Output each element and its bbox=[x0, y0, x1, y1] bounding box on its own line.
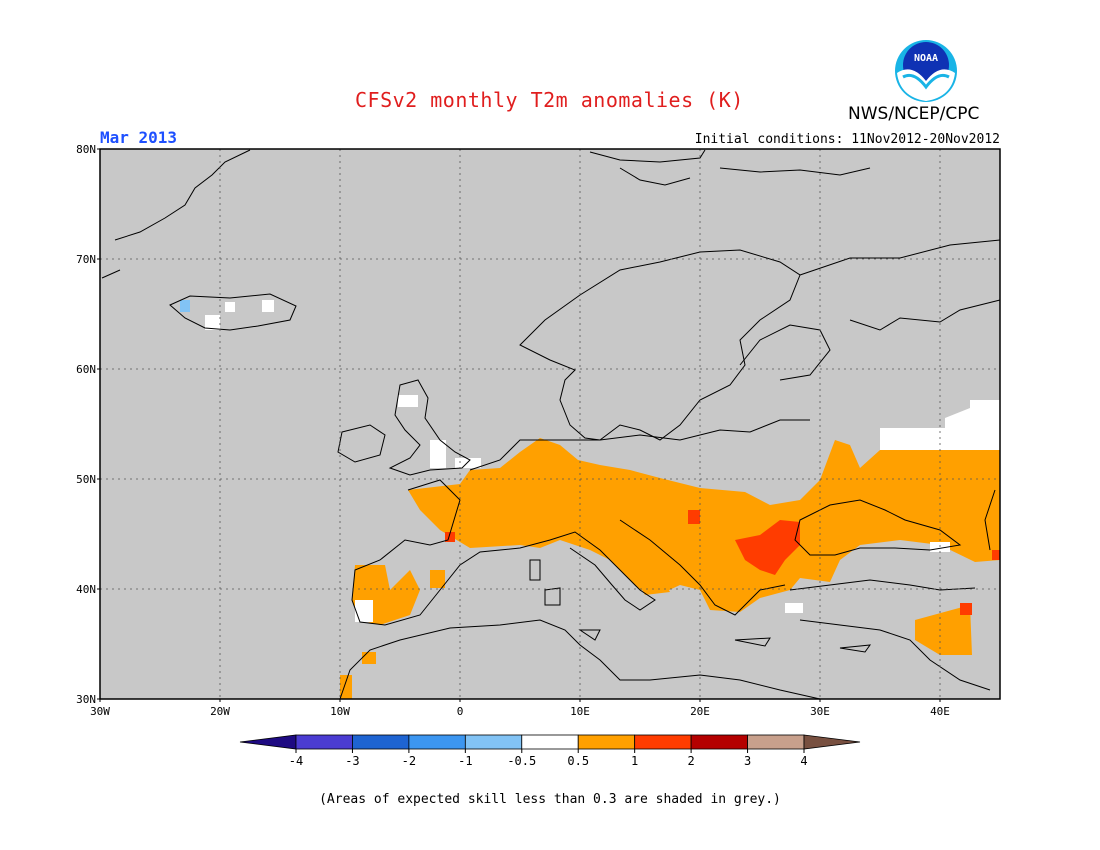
colorbar-tick-label: 1 bbox=[631, 754, 638, 768]
colorbar-tick-label: -4 bbox=[289, 754, 303, 768]
anomaly-white bbox=[205, 300, 1000, 622]
lat-tick-label: 50N bbox=[76, 473, 96, 486]
lon-tick-label: 30E bbox=[810, 705, 830, 718]
map-title: CFSv2 monthly T2m anomalies (K) bbox=[355, 88, 744, 112]
anomaly-lightblue bbox=[180, 300, 190, 312]
lat-tick-label: 70N bbox=[76, 253, 96, 266]
colorbar-box bbox=[690, 734, 748, 750]
lon-tick-label: 10W bbox=[330, 705, 350, 718]
colorbar-tick-label: -0.5 bbox=[507, 754, 536, 768]
colorbar-tick-label: 4 bbox=[800, 754, 807, 768]
colorbar-lower-triangle bbox=[239, 734, 297, 750]
colorbar-box bbox=[408, 734, 466, 750]
lon-tick-label: 40E bbox=[930, 705, 950, 718]
colorbar-box bbox=[521, 734, 579, 750]
colorbar-tick-label: -3 bbox=[345, 754, 359, 768]
colorbar-tick-label: -2 bbox=[402, 754, 416, 768]
map-frame bbox=[99, 148, 1001, 700]
lat-tick-label: 60N bbox=[76, 363, 96, 376]
lon-tick-label: 20W bbox=[210, 705, 230, 718]
latitude-labels: 30N 40N 50N 60N 70N 80N bbox=[76, 143, 100, 706]
noaa-logo: NOAA bbox=[895, 40, 957, 102]
lon-tick-label: 30W bbox=[90, 705, 110, 718]
map-background bbox=[100, 149, 1000, 699]
longitude-labels: 30W 20W 10W 0 10E 20E 30E 40E bbox=[90, 699, 950, 718]
colorbar-upper-triangle bbox=[803, 734, 861, 750]
colorbar-box bbox=[577, 734, 636, 750]
colorbar-tick-label: 0.5 bbox=[567, 754, 589, 768]
noaa-logo-text: NOAA bbox=[914, 53, 938, 64]
colorbar-box bbox=[747, 734, 805, 750]
footnote: (Areas of expected skill less than 0.3 a… bbox=[319, 792, 781, 807]
lat-tick-label: 80N bbox=[76, 143, 96, 156]
colorbar-tick-label: -1 bbox=[458, 754, 472, 768]
initial-conditions: Initial conditions: 11Nov2012-20Nov2012 bbox=[694, 132, 1000, 147]
lon-tick-label: 20E bbox=[690, 705, 710, 718]
colorbar-box bbox=[634, 734, 692, 750]
colorbar: -4 -3 -2 -1 -0.5 0.5 1 2 3 4 bbox=[239, 734, 861, 768]
lon-tick-label: 10E bbox=[570, 705, 590, 718]
colorbar-box bbox=[464, 734, 523, 750]
colorbar-tick-label: 2 bbox=[687, 754, 694, 768]
agency-label: NWS/NCEP/CPC bbox=[848, 104, 980, 124]
lon-tick-label: 0 bbox=[457, 705, 464, 718]
anomaly-red bbox=[445, 510, 1000, 615]
colorbar-box bbox=[295, 734, 353, 750]
valid-month: Mar 2013 bbox=[100, 128, 178, 147]
lat-tick-label: 30N bbox=[76, 693, 96, 706]
colorbar-tick-label: 3 bbox=[744, 754, 751, 768]
lat-tick-label: 40N bbox=[76, 583, 96, 596]
colorbar-box bbox=[352, 734, 410, 750]
